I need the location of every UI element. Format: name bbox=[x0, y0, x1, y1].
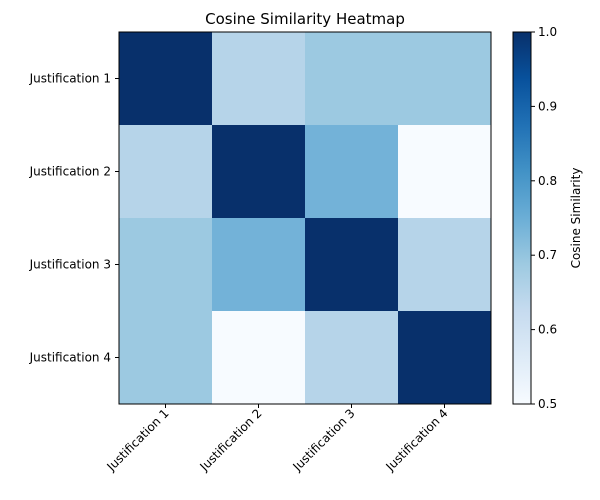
heatmap-cell-r1-c3 bbox=[305, 32, 399, 126]
y-tick-label: Justification 2 bbox=[29, 165, 111, 179]
y-tick-label: Justification 4 bbox=[29, 351, 111, 365]
heatmap-cell-r1-c4 bbox=[398, 32, 492, 126]
heatmap-cell-r1-c1 bbox=[119, 32, 213, 126]
colorbar-tick-label: 0.9 bbox=[538, 99, 557, 113]
heatmap-cell-r2-c3 bbox=[305, 125, 399, 219]
colorbar-gradient bbox=[512, 31, 532, 405]
heatmap-cell-r2-c1 bbox=[119, 125, 213, 219]
colorbar-ticks: 0.5 0.6 0.7 0.8 0.9 1.0 bbox=[531, 25, 557, 411]
heatmap-cell-r3-c1 bbox=[119, 218, 213, 312]
colorbar-tick-label: 1.0 bbox=[538, 25, 557, 39]
x-tick-label: Justification 3 bbox=[289, 406, 357, 474]
heatmap-cell-r4-c3 bbox=[305, 311, 399, 405]
x-tick-label: Justification 2 bbox=[196, 406, 264, 474]
x-tick-label: Justification 4 bbox=[382, 406, 450, 474]
heatmap-cell-r4-c2 bbox=[212, 311, 306, 405]
heatmap-cell-r2-c4 bbox=[398, 125, 492, 219]
heatmap-cell-r3-c3 bbox=[305, 218, 399, 312]
y-tick-label: Justification 1 bbox=[29, 72, 111, 86]
heatmap-cell-r4-c4 bbox=[398, 311, 492, 405]
colorbar-tick-label: 0.7 bbox=[538, 248, 557, 262]
colorbar-tick-label: 0.5 bbox=[538, 397, 557, 411]
x-axis: Justification 1 Justification 2 Justificat… bbox=[103, 404, 451, 474]
heatmap-cell-r3-c2 bbox=[212, 218, 306, 312]
heatmap-cell-r2-c2 bbox=[212, 125, 306, 219]
heatmap-cell-r1-c2 bbox=[212, 32, 306, 126]
y-tick-label: Justification 3 bbox=[29, 258, 111, 272]
chart-title: Cosine Similarity Heatmap bbox=[205, 10, 405, 28]
plot-frame bbox=[118, 31, 492, 405]
heatmap-cell-r4-c1 bbox=[119, 311, 213, 405]
colorbar-tick-label: 0.6 bbox=[538, 323, 557, 337]
heatmap-cells bbox=[119, 32, 492, 405]
x-tick-label: Justification 1 bbox=[103, 406, 171, 474]
heatmap-cell-r3-c4 bbox=[398, 218, 492, 312]
colorbar-tick-label: 0.8 bbox=[538, 174, 557, 188]
colorbar: 0.5 0.6 0.7 0.8 0.9 1.0 Cosine Similarity bbox=[512, 25, 583, 411]
colorbar-label: Cosine Similarity bbox=[569, 168, 583, 269]
y-axis: Justification 1 Justification 2 Justificat… bbox=[29, 72, 119, 365]
